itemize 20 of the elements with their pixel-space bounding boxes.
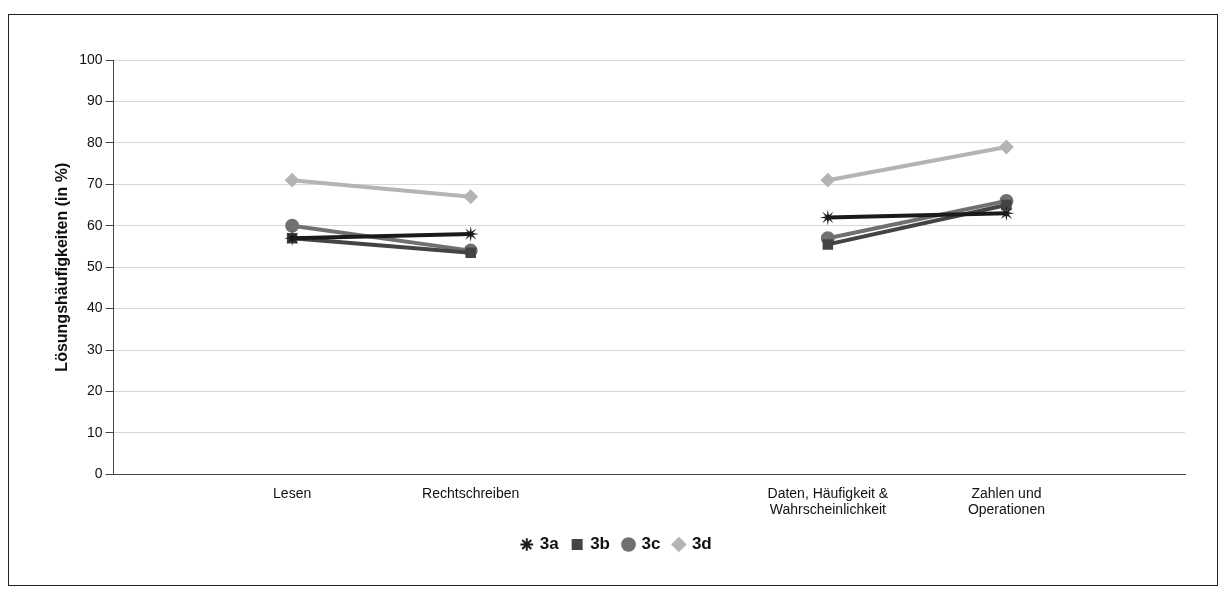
x-tick-label: Lesen	[273, 484, 312, 501]
y-tick-label: 90	[86, 92, 103, 109]
legend-label: 3d	[691, 534, 712, 554]
x-tick-label: Daten, Häufigkeit & Wahrscheinlichkeit	[767, 484, 889, 518]
y-tick-label: 60	[86, 216, 103, 233]
legend-label: 3a	[539, 534, 560, 554]
y-tick-label: 50	[86, 258, 103, 275]
y-tick-label: 70	[86, 175, 103, 192]
y-axis-title: Lösungshäufigkeiten (in %)	[53, 162, 71, 372]
legend-label: 3b	[590, 534, 610, 554]
y-tick-label: 10	[86, 423, 103, 440]
legend-label: 3c	[641, 534, 661, 554]
y-tick-label: 0	[94, 465, 103, 482]
y-tick-label: 100	[79, 50, 103, 67]
y-tick-label: 20	[86, 382, 103, 399]
x-tick-label: Zahlen und Operationen	[967, 484, 1045, 518]
y-tick-label: 30	[86, 340, 103, 357]
y-tick-label: 40	[86, 299, 103, 316]
y-tick-label: 80	[86, 133, 103, 150]
x-tick-label: Rechtschreiben	[422, 484, 520, 501]
